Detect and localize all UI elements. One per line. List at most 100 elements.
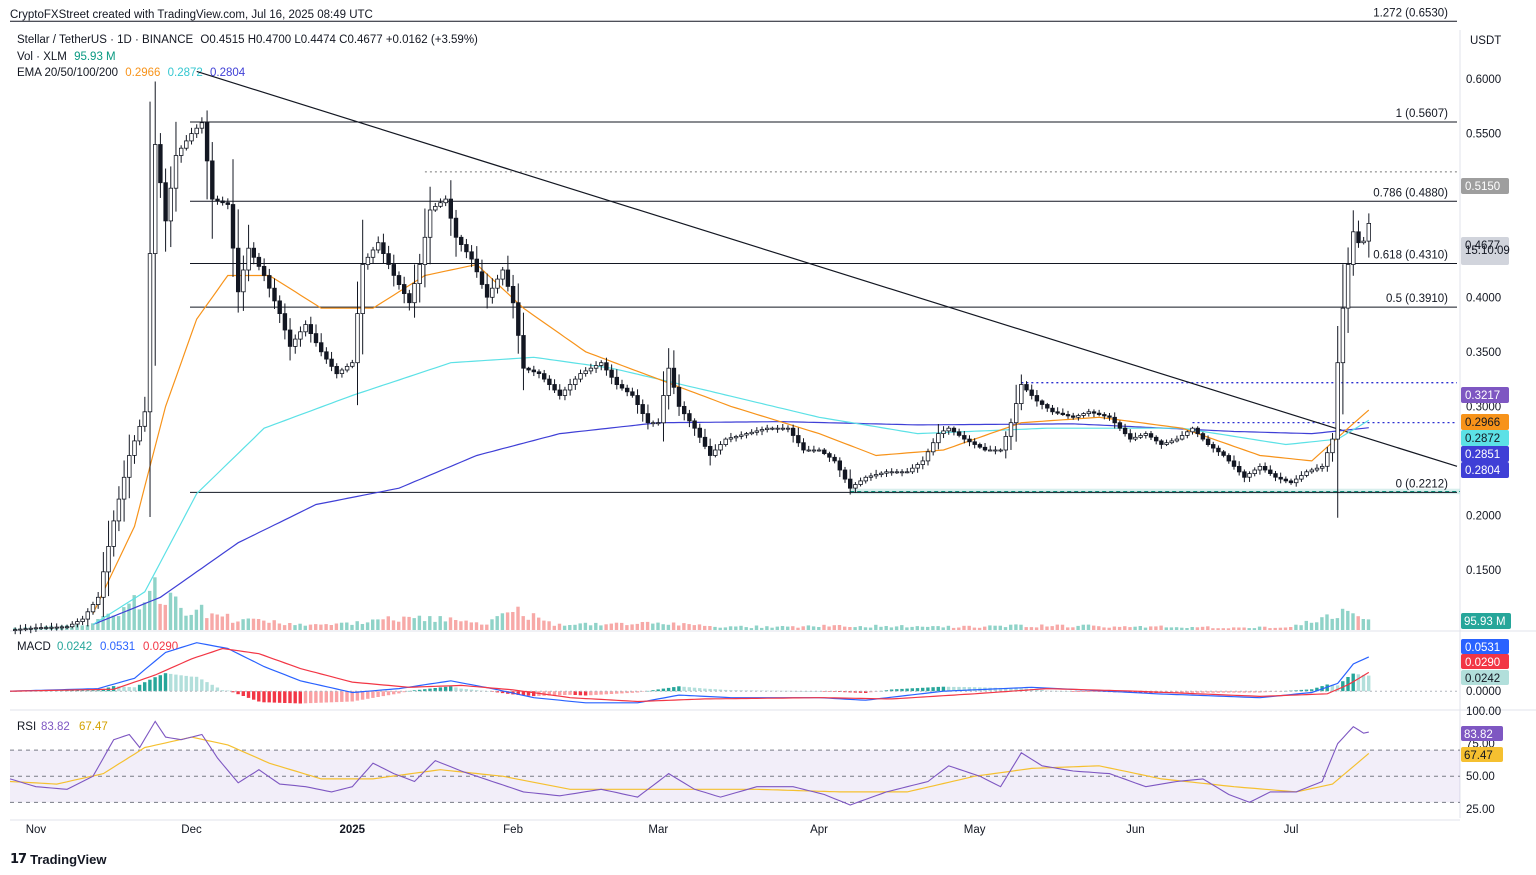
macd-histogram-bar <box>1076 691 1080 692</box>
candle <box>557 384 562 400</box>
candle-body <box>49 626 54 629</box>
rsi-tick-label: 25.00 <box>1466 804 1495 816</box>
volume-bar <box>697 624 702 630</box>
volume-bar <box>734 626 738 630</box>
candle-body <box>453 217 459 238</box>
macd-histogram-bar <box>132 687 137 692</box>
macd-histogram-bar <box>1221 691 1226 693</box>
candle-body <box>324 351 329 360</box>
macd-histogram-bar <box>70 690 74 692</box>
macd-histogram-bar <box>309 691 313 704</box>
macd-histogram-bar <box>931 687 935 692</box>
volume-bar <box>614 622 619 630</box>
candle <box>625 384 630 397</box>
candle-body <box>1294 478 1299 484</box>
macd-histogram-bar <box>926 687 930 692</box>
volume-bar <box>262 620 266 630</box>
candle <box>1283 476 1288 484</box>
volume-bar <box>1335 618 1340 630</box>
candle-body <box>215 198 220 202</box>
candle <box>739 431 744 440</box>
candle <box>526 366 531 374</box>
time-tick-label: Dec <box>181 824 202 836</box>
volume-bar <box>225 613 230 630</box>
candle <box>687 409 692 428</box>
candle <box>599 360 604 371</box>
candle <box>656 418 661 426</box>
volume-bar <box>505 612 510 630</box>
candle-body <box>64 626 70 629</box>
rsi-line <box>9 720 1369 806</box>
currency-label[interactable]: USDT <box>1470 35 1502 47</box>
candle <box>1278 472 1283 484</box>
tradingview-brand[interactable]: 17 TradingView <box>10 852 106 867</box>
volume-legend[interactable]: Vol · XLM 95.93 M <box>17 51 120 63</box>
candle-body <box>1340 307 1346 364</box>
volume-bar <box>122 607 126 630</box>
candle <box>1211 441 1216 453</box>
candle-body <box>728 437 734 440</box>
candle-body <box>1081 413 1086 416</box>
volume-bar <box>298 623 302 630</box>
volume-bar <box>511 612 515 630</box>
volume-bar <box>941 627 945 630</box>
candle <box>697 423 702 443</box>
ema20-line <box>92 263 1370 614</box>
macd-histogram-bar <box>376 691 380 697</box>
candle-body <box>80 618 85 622</box>
candle <box>464 238 469 259</box>
macd-histogram-bar <box>1341 681 1345 692</box>
candle-body <box>85 611 90 620</box>
candle-body <box>75 621 80 625</box>
ema-legend[interactable]: EMA 20/50/100/200 0.2966 0.2872 0.2804 <box>17 67 249 79</box>
macd-histogram-bar <box>417 689 422 692</box>
volume-bar <box>199 604 204 630</box>
candle-body <box>90 604 96 613</box>
candle <box>816 447 822 452</box>
candle-body <box>189 133 194 142</box>
volume-bar <box>469 622 473 630</box>
candle <box>879 471 884 478</box>
volume-bar <box>879 626 883 630</box>
candle-body <box>739 434 744 437</box>
candle <box>484 273 490 309</box>
price-tag-text: 0.5150 <box>1465 181 1500 193</box>
candle-body <box>401 284 407 295</box>
candle <box>1029 384 1034 400</box>
macd-histogram-bar <box>241 691 245 696</box>
macd-value-badge <box>1461 639 1509 654</box>
candle-body <box>147 253 153 413</box>
candle <box>235 209 241 313</box>
candle <box>163 168 168 252</box>
candle <box>44 625 49 630</box>
volume-bar <box>1185 628 1189 630</box>
candle-body <box>656 422 661 425</box>
candle-body <box>1226 455 1231 462</box>
volume-bar <box>428 616 432 630</box>
volume-bar <box>874 624 878 630</box>
candle-body <box>1314 467 1320 471</box>
candle <box>64 624 70 630</box>
volume-bar <box>459 621 463 630</box>
macd-histogram-bar <box>163 673 168 692</box>
volume-bar <box>334 623 339 630</box>
candle-body <box>682 405 687 415</box>
descending-trendline <box>196 70 1458 467</box>
volume-bar <box>1232 627 1236 630</box>
symbol-legend[interactable]: Stellar / TetherUS · 1D · BINANCE O0.451… <box>17 34 482 46</box>
volume-bar <box>708 626 712 630</box>
candle-body <box>1288 480 1294 484</box>
volume-bar <box>583 622 588 630</box>
macd-histogram-bar <box>646 690 650 692</box>
volume-bar <box>443 621 448 630</box>
volume-bar <box>905 627 909 630</box>
macd-histogram-bar <box>345 691 349 702</box>
candle-body <box>308 324 313 335</box>
time-tick-label: Feb <box>503 824 523 836</box>
macd-histogram-bar <box>1330 684 1335 692</box>
candle <box>215 195 220 205</box>
candle-body <box>806 449 811 452</box>
candle-body <box>723 438 728 446</box>
volume-bar <box>153 577 157 630</box>
